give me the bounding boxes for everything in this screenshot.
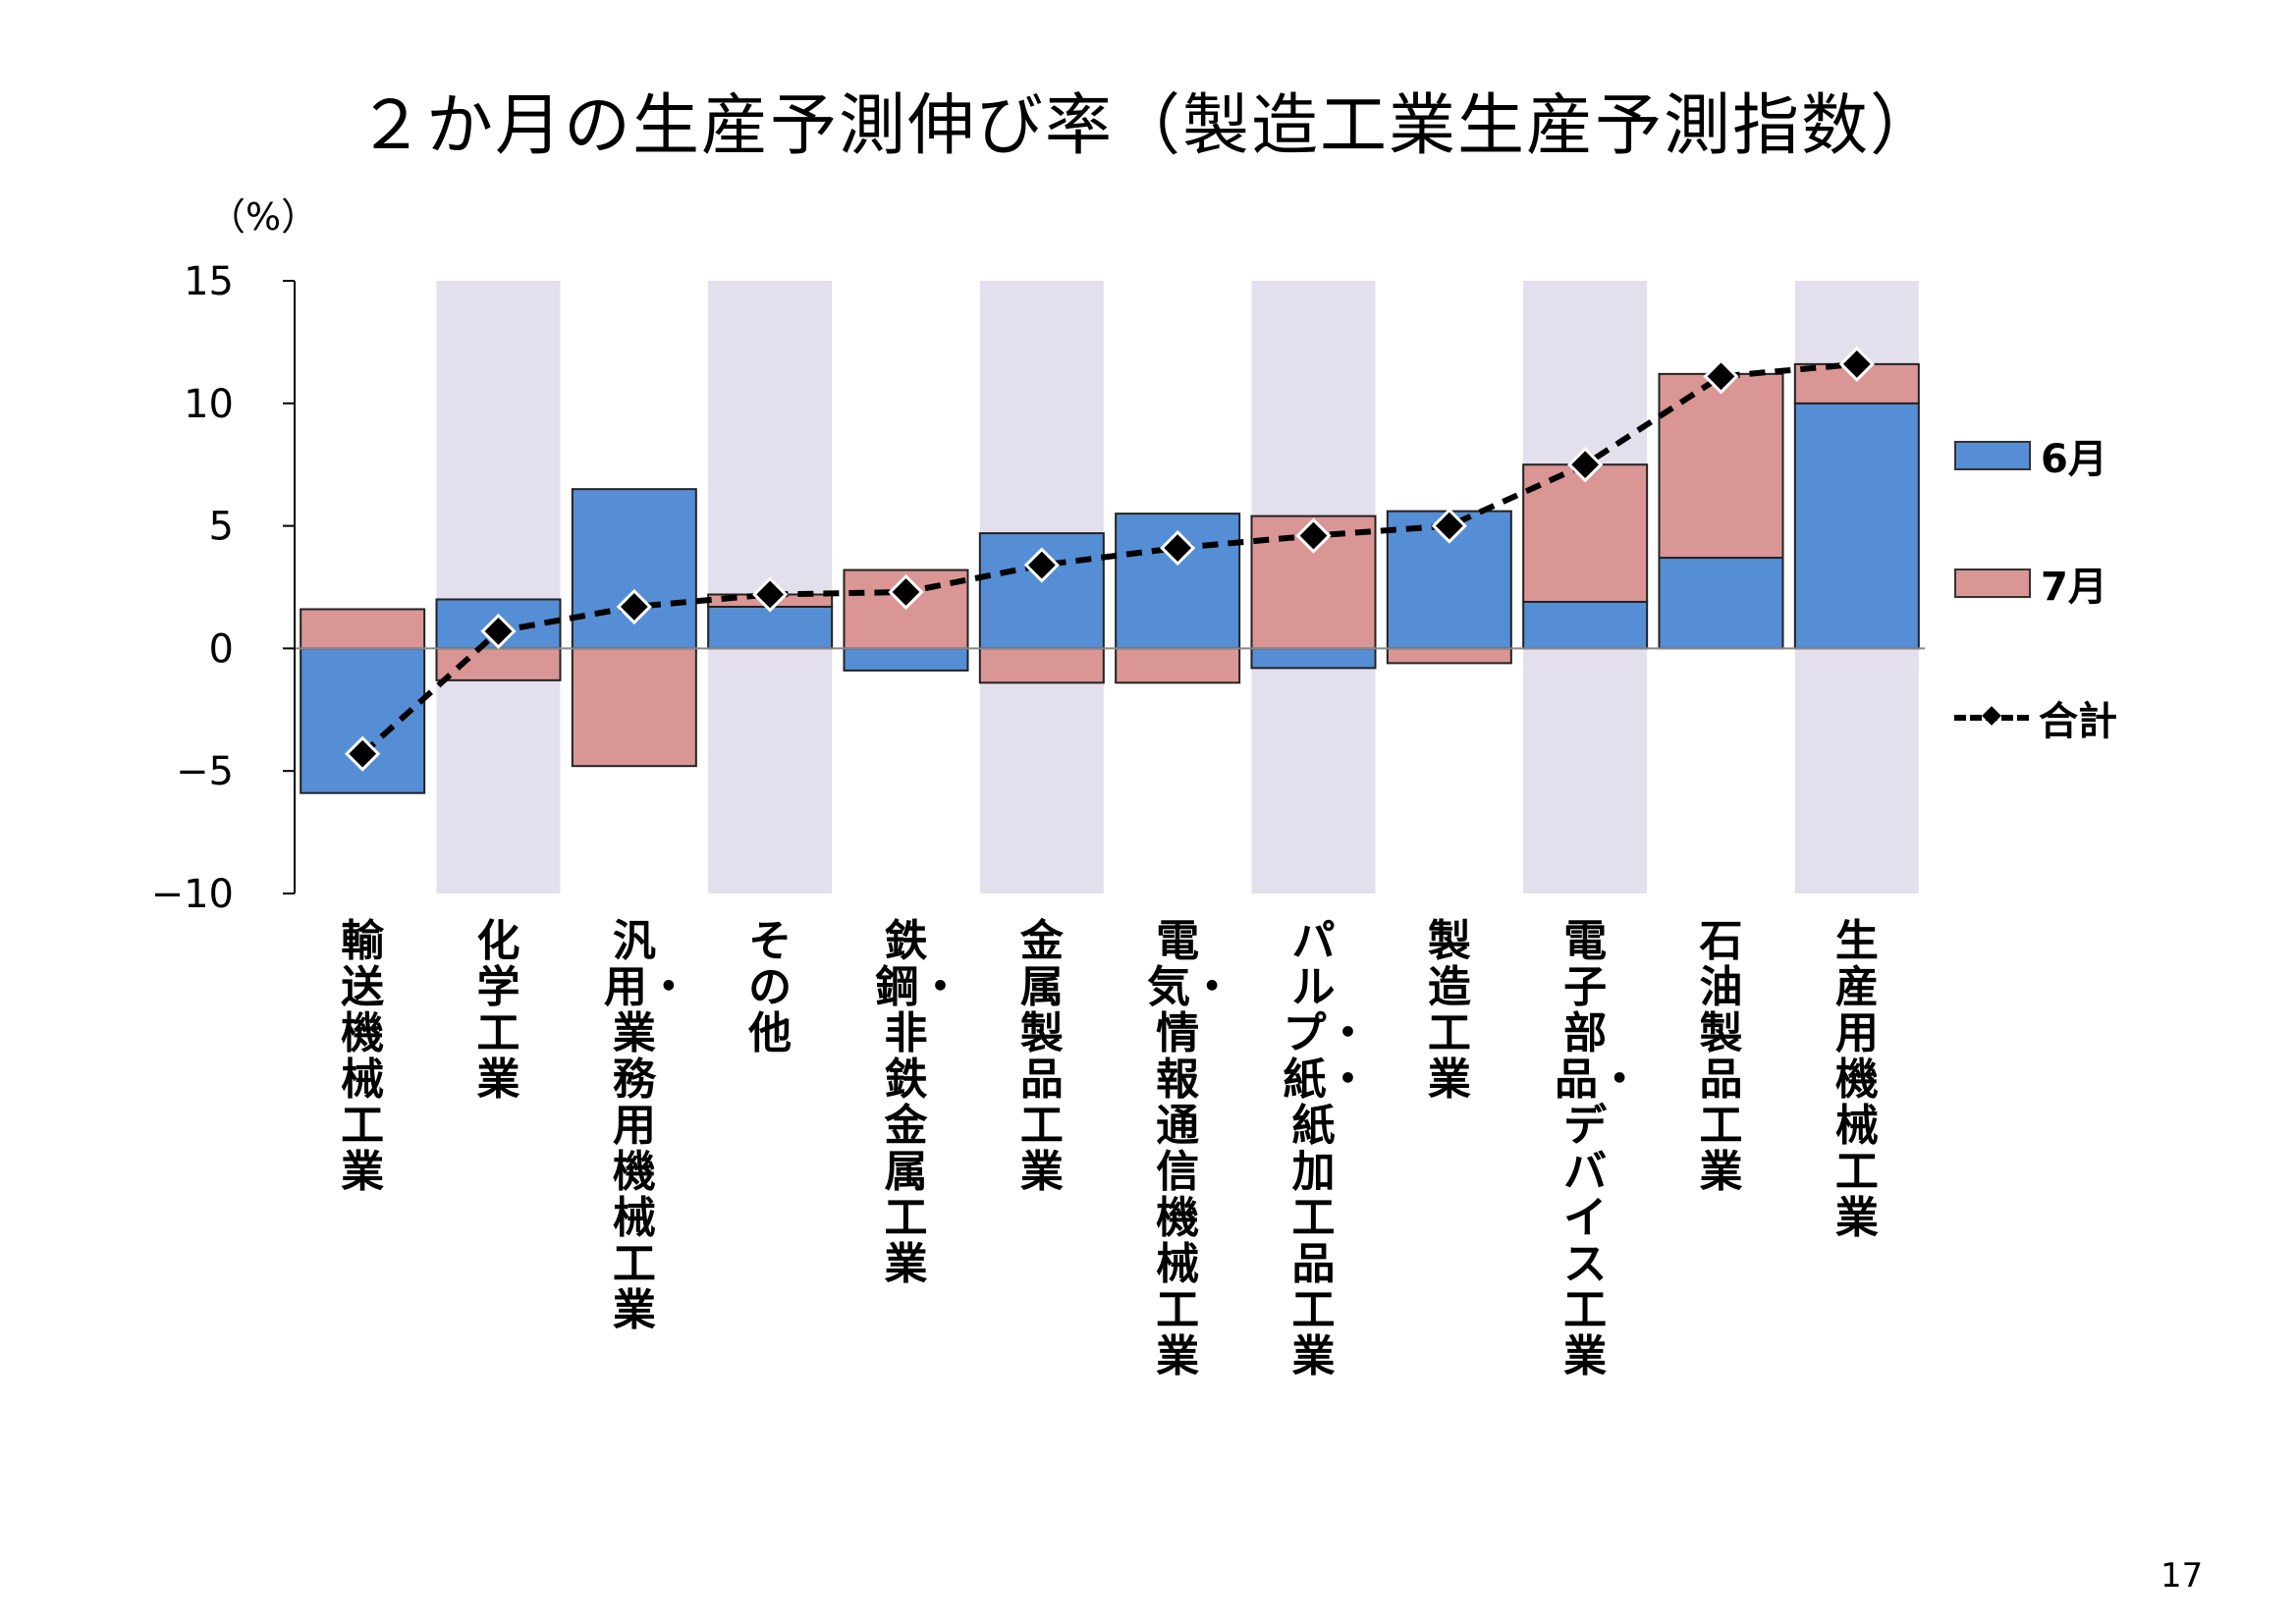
total-line-path <box>360 360 1858 756</box>
total-point <box>752 576 789 613</box>
x-category-label: 汎用・業務用機械工業 <box>603 916 690 1335</box>
y-axis-unit-label: （%） <box>208 195 319 239</box>
bar-july <box>1658 372 1784 560</box>
y-tick-labels: 15 10 5 0 −5 −10 <box>151 259 234 917</box>
total-point <box>1295 517 1332 554</box>
total-point <box>1703 358 1739 395</box>
x-category-label: 金属製品工業 <box>1019 916 1064 1197</box>
x-category-label: パルプ・紙・紙加工品工業 <box>1283 916 1370 1381</box>
total-point <box>888 573 924 611</box>
bar-july <box>571 647 697 768</box>
y-tick-label: −5 <box>176 749 234 794</box>
x-category-label: 化学工業 <box>476 916 520 1105</box>
total-line <box>345 346 1875 772</box>
x-category-label: 輸送機械工業 <box>341 916 385 1197</box>
y-tick-label: 15 <box>184 259 234 304</box>
x-category-label: 石油製品工業 <box>1699 916 1743 1197</box>
x-category-label: 製造工業 <box>1427 916 1471 1105</box>
legend-label-june: 6月 <box>2041 437 2107 482</box>
x-category-label: 生産用機械工業 <box>1834 916 1879 1243</box>
total-point <box>480 613 517 650</box>
bar-june <box>1658 557 1784 650</box>
y-tick-label: 5 <box>209 505 234 550</box>
page-number: 17 <box>2160 1556 2204 1596</box>
total-point <box>1431 508 1467 544</box>
x-category-label: 鉄鋼・非鉄金属工業 <box>875 916 962 1289</box>
bar-june <box>1522 600 1649 650</box>
bar-june <box>1250 647 1377 670</box>
bar-june <box>707 605 834 650</box>
total-point <box>1160 529 1196 567</box>
legend-item-july: 7月 <box>1954 555 2107 612</box>
legend-item-total: 合計 <box>1954 689 2117 746</box>
bar-july <box>435 647 562 681</box>
legend-label-july: 7月 <box>2041 565 2107 610</box>
bar-july <box>978 647 1105 684</box>
legend-item-june: 6月 <box>1954 427 2107 484</box>
total-point <box>616 588 652 625</box>
bar-june <box>843 647 969 672</box>
legend-line-total <box>1954 706 2029 726</box>
legend-swatch-july <box>1954 568 2031 598</box>
axes <box>283 280 1925 894</box>
y-tick-label: 10 <box>184 382 234 427</box>
bar-july <box>1522 463 1649 603</box>
x-category-label: 電気・情報通信機械工業 <box>1147 916 1234 1381</box>
bar-july <box>300 608 426 650</box>
x-category-label: 電子部品・デバイス工業 <box>1555 916 1642 1381</box>
category-band <box>436 281 561 893</box>
chart-title: ２か月の生産予測伸び率（製造工業生産予測指数） <box>356 87 1939 165</box>
bar-june <box>1793 402 1920 650</box>
bar-july <box>1386 647 1512 665</box>
legend-label-total: 合計 <box>2039 699 2117 744</box>
total-point <box>1838 346 1875 382</box>
x-category-label: その他 <box>748 916 793 1058</box>
bar-july <box>1115 647 1241 684</box>
total-point <box>1023 547 1060 583</box>
legend-swatch-june <box>1954 441 2031 470</box>
total-point <box>345 735 381 772</box>
y-tick-label: −10 <box>151 872 234 917</box>
total-point <box>1567 447 1604 483</box>
y-tick-label: 0 <box>209 626 234 672</box>
